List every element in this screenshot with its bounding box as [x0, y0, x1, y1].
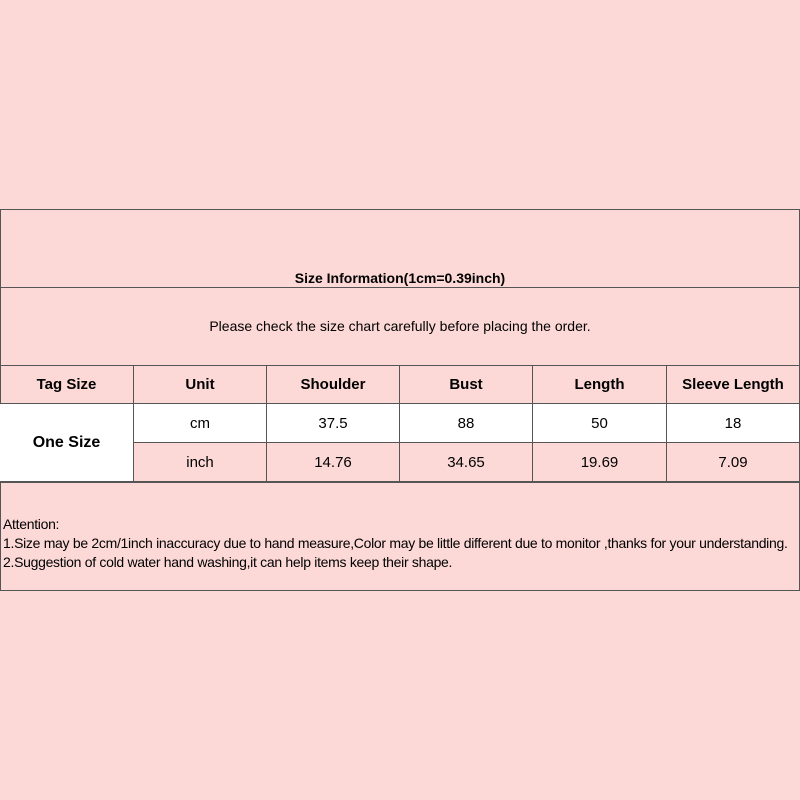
cm-sleeve-length: 18	[667, 404, 800, 443]
unit-inch: inch	[134, 443, 267, 482]
header-shoulder: Shoulder	[267, 365, 400, 404]
header-tag-size: Tag Size	[0, 365, 134, 404]
inch-shoulder: 14.76	[267, 443, 400, 482]
note-2: 2.Suggestion of cold water hand washing,…	[3, 554, 453, 570]
unit-cm: cm	[134, 404, 267, 443]
divider	[0, 287, 800, 288]
attention-notes: Attention: 1.Size may be 2cm/1inch inacc…	[3, 515, 793, 572]
chart-subtitle: Please check the size chart carefully be…	[209, 318, 591, 334]
cm-shoulder: 37.5	[267, 404, 400, 443]
header-sleeve-length: Sleeve Length	[667, 365, 800, 404]
header-bust: Bust	[400, 365, 533, 404]
chart-title: Size Information(1cm=0.39inch)	[294, 270, 506, 286]
inch-sleeve-length: 7.09	[667, 443, 800, 482]
inch-length: 19.69	[533, 443, 667, 482]
cm-bust: 88	[400, 404, 533, 443]
cm-length: 50	[533, 404, 667, 443]
divider	[0, 365, 800, 366]
inch-bust: 34.65	[400, 443, 533, 482]
note-1: 1.Size may be 2cm/1inch inaccuracy due t…	[3, 535, 788, 551]
tag-size-value: One Size	[0, 404, 134, 482]
notes-heading: Attention:	[3, 516, 60, 532]
header-length: Length	[533, 365, 667, 404]
divider	[0, 482, 800, 483]
header-unit: Unit	[134, 365, 267, 404]
